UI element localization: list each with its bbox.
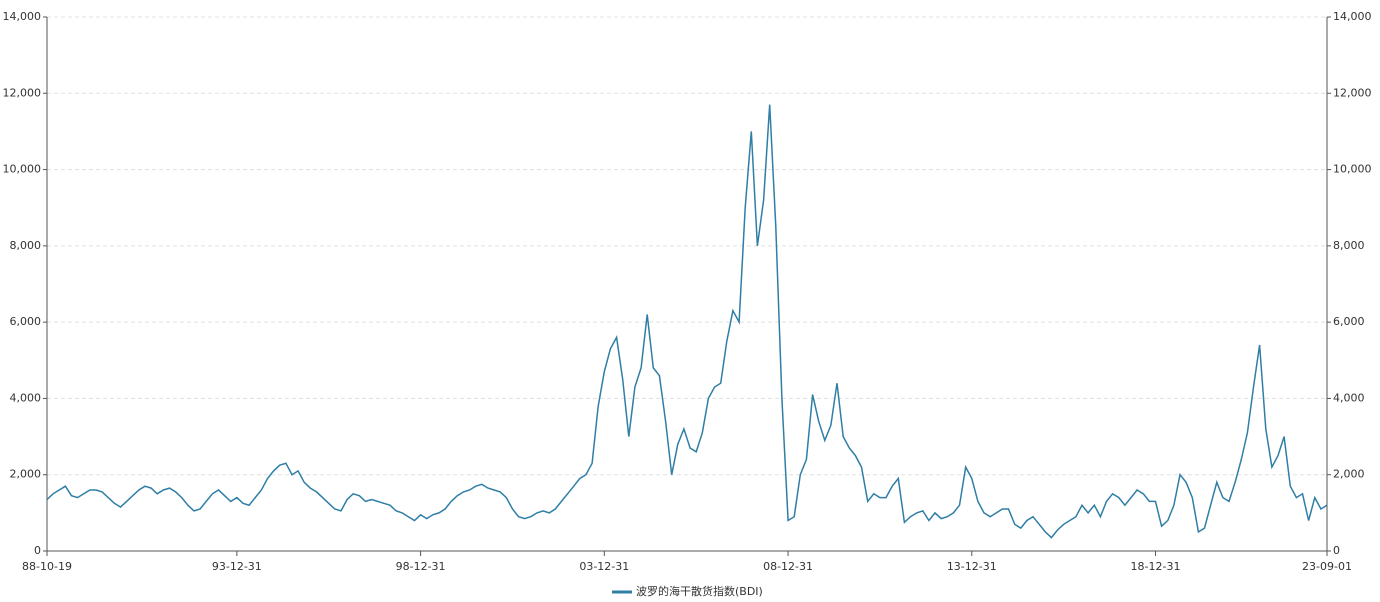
y-tick-label: 2,000 [10, 468, 42, 481]
y-tick-label: 14,000 [3, 10, 42, 23]
y2-tick-label: 6,000 [1333, 315, 1365, 328]
y-tick-label: 8,000 [10, 239, 42, 252]
y2-tick-label: 8,000 [1333, 239, 1365, 252]
y2-tick-label: 12,000 [1333, 86, 1372, 99]
y2-tick-label: 10,000 [1333, 163, 1372, 176]
x-tick-label: 03-12-31 [579, 560, 629, 573]
x-tick-label: 93-12-31 [212, 560, 262, 573]
x-tick-label: 23-09-01 [1302, 560, 1352, 573]
y2-tick-label: 14,000 [1333, 10, 1372, 23]
x-tick-label: 13-12-31 [947, 560, 997, 573]
legend-label: 波罗的海干散货指数(BDI) [636, 584, 763, 598]
x-tick-label: 88-10-19 [22, 560, 72, 573]
y-tick-label: 0 [34, 544, 41, 557]
y2-tick-label: 4,000 [1333, 391, 1365, 404]
y-tick-label: 4,000 [10, 391, 42, 404]
x-tick-label: 18-12-31 [1131, 560, 1181, 573]
y2-tick-label: 0 [1333, 544, 1340, 557]
y2-tick-label: 2,000 [1333, 468, 1365, 481]
line [46, 104, 1328, 539]
y-tick-label: 12,000 [3, 86, 42, 99]
x-tick-label: 08-12-31 [763, 560, 813, 573]
x-tick-label: 98-12-31 [396, 560, 446, 573]
y-tick-label: 10,000 [3, 163, 42, 176]
y-tick-label: 6,000 [10, 315, 42, 328]
